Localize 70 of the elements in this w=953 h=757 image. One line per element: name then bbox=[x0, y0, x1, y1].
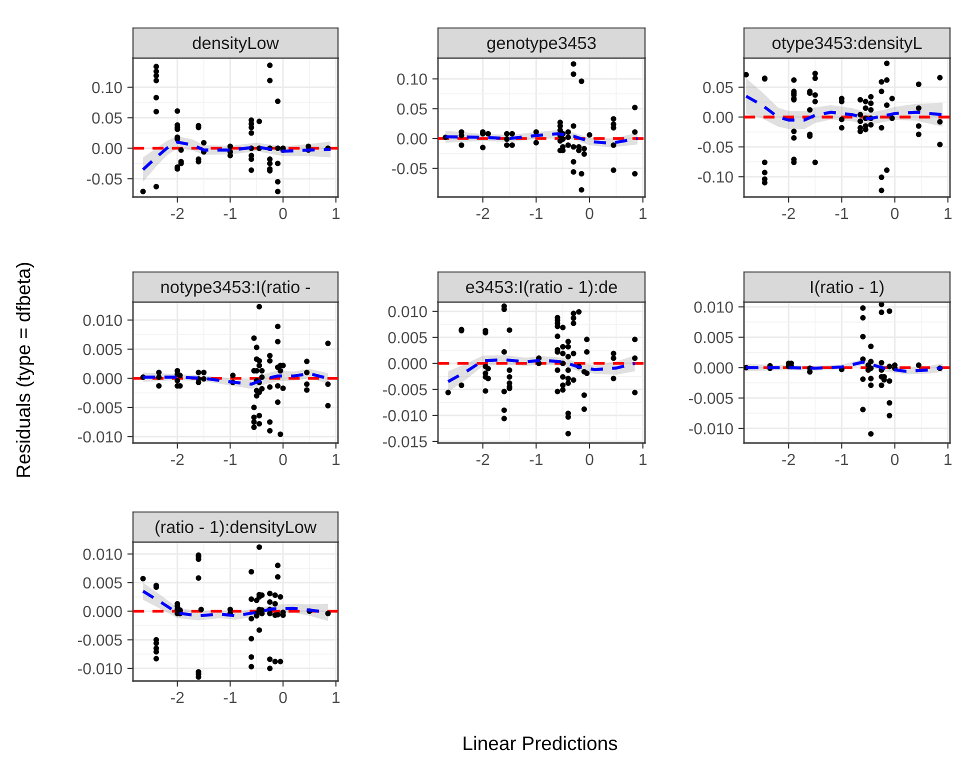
x-tick-label: -1 bbox=[835, 454, 848, 465]
y-tick-label: -0.010 bbox=[78, 663, 122, 674]
x-tick-label: 0 bbox=[279, 208, 287, 220]
y-tick-label: 0.005 bbox=[694, 332, 733, 344]
text: Linear Predictions bbox=[464, 736, 618, 750]
y-tick-label: -0.005 bbox=[78, 634, 122, 646]
y-tick-label: -0.10 bbox=[698, 171, 733, 183]
chart-title: e3453:I(ratio - 1):de bbox=[466, 280, 617, 297]
chart-title: densityLow bbox=[192, 36, 279, 53]
y-tick-label: 0.05 bbox=[703, 82, 733, 94]
y-tick-label: 0.005 bbox=[388, 332, 427, 344]
x-tick-label: -1 bbox=[835, 208, 848, 219]
y-tick-label: -0.05 bbox=[86, 173, 122, 185]
x-tick-label: -1 bbox=[530, 454, 542, 465]
x-tick-label: -2 bbox=[170, 692, 184, 703]
chart-title: notype3453:I(ratio - bbox=[161, 280, 310, 297]
chart-title: genotype3453 bbox=[487, 36, 596, 53]
y-tick-label: -0.005 bbox=[78, 402, 122, 414]
y-tick-label: 0.00 bbox=[397, 133, 427, 144]
chart-title: I(ratio - 1) bbox=[810, 280, 884, 297]
y-tick-label: 0.05 bbox=[397, 103, 427, 115]
y-tick-label: -0.05 bbox=[392, 163, 427, 174]
x-tick-label: -2 bbox=[170, 454, 184, 465]
y-tick-label: 0.000 bbox=[83, 606, 122, 618]
y-tick-label: -0.010 bbox=[78, 431, 122, 443]
x-tick-label: 1 bbox=[332, 692, 340, 703]
x-tick-label: -1 bbox=[224, 454, 237, 465]
chart-title: otype3453:densityL bbox=[772, 36, 922, 53]
x-tick-label: -2 bbox=[170, 208, 184, 219]
y-tick-label: 0.005 bbox=[83, 344, 122, 356]
y-tick-label: 0.000 bbox=[694, 362, 733, 374]
y-tick-label: 0.05 bbox=[92, 112, 122, 124]
y-tick-label: 0.010 bbox=[388, 306, 427, 318]
x-tick-label: -1 bbox=[224, 208, 237, 219]
x-tick-label: -2 bbox=[782, 208, 795, 219]
y-tick-label: -0.015 bbox=[383, 436, 427, 448]
x-tick-label: 0 bbox=[890, 208, 899, 220]
y-tick-label: -0.010 bbox=[689, 423, 733, 434]
x-tick-label: 0 bbox=[890, 454, 899, 466]
x-tick-label: -2 bbox=[476, 454, 490, 465]
y-tick-label: -0.005 bbox=[689, 392, 733, 404]
x-tick-label: 1 bbox=[332, 454, 340, 465]
x-tick-label: 0 bbox=[279, 692, 287, 704]
y-tick-label: 0.10 bbox=[92, 82, 122, 94]
x-tick-label: 1 bbox=[640, 454, 647, 465]
y-tick-label: 0.00 bbox=[703, 112, 733, 124]
y-tick-label: -0.010 bbox=[383, 410, 427, 422]
y-tick-label: -0.005 bbox=[383, 384, 427, 396]
x-tick-label: 1 bbox=[640, 208, 647, 219]
y-tick-label: 0.010 bbox=[83, 314, 122, 326]
y-tick-label: 0.010 bbox=[83, 548, 122, 560]
x-tick-label: -2 bbox=[782, 454, 795, 465]
x-tick-label: 1 bbox=[944, 208, 952, 219]
x-tick-label: 0 bbox=[586, 454, 594, 466]
x-tick-label: 0 bbox=[586, 208, 594, 220]
y-tick-label: 0.010 bbox=[694, 301, 733, 313]
x-tick-label: 0 bbox=[279, 454, 287, 466]
y-tick-label: 0.000 bbox=[388, 358, 427, 370]
y-tick-label: 0.000 bbox=[83, 372, 122, 384]
x-tick-label: 1 bbox=[944, 454, 952, 465]
x-tick-label: -1 bbox=[530, 208, 542, 219]
text: Residuals (type = dfbeta) bbox=[16, 262, 34, 477]
y-tick-label: 0.00 bbox=[92, 142, 122, 154]
x-tick-label: -2 bbox=[476, 208, 490, 219]
y-tick-label: 0.005 bbox=[83, 577, 122, 589]
x-tick-label: 1 bbox=[332, 208, 340, 219]
x-tick-label: -1 bbox=[224, 692, 237, 703]
chart-title: (ratio - 1):densityLow bbox=[156, 520, 317, 537]
y-tick-label: -0.05 bbox=[698, 142, 733, 153]
y-tick-label: 0.10 bbox=[397, 74, 427, 85]
